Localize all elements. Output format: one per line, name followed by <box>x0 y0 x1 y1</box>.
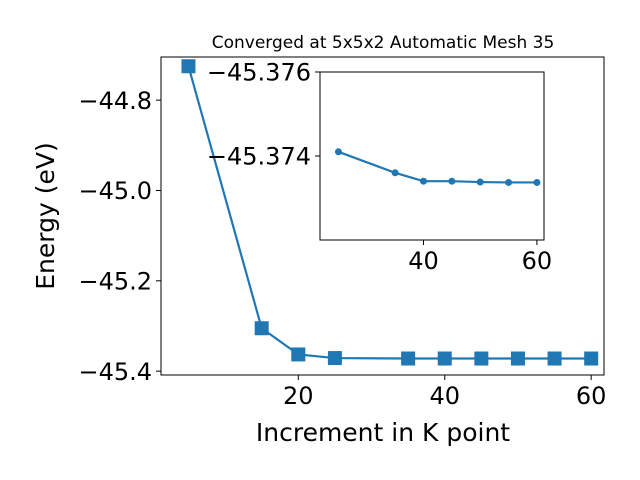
inset-data-point <box>476 178 484 186</box>
main-data-point <box>327 351 342 366</box>
main-data-point <box>291 347 306 362</box>
main-x-tick-label: 60 <box>576 382 607 410</box>
inset-data-point <box>505 178 513 186</box>
inset-data-point <box>334 148 342 156</box>
inset-data-point <box>448 177 456 185</box>
inset-plot-frame <box>319 71 545 241</box>
main-y-tick-label: −44.8 <box>78 87 152 115</box>
main-data-point <box>584 351 599 366</box>
inset-y-tick-label: −45.376 <box>207 59 311 87</box>
inset-plot-area <box>334 148 541 186</box>
main-data-point <box>510 351 525 366</box>
inset-x-tick-label: 60 <box>522 247 553 275</box>
main-series-line <box>187 65 592 360</box>
inset-axis-ticks: 40 60 −45.376 −45.374 <box>207 59 552 275</box>
y-axis-label: Energy (eV) <box>31 142 60 289</box>
main-y-tick-label: −45.0 <box>78 177 152 205</box>
main-data-point <box>181 59 196 74</box>
inset-data-point <box>419 177 427 185</box>
chart-title: Converged at 5x5x2 Automatic Mesh 35 <box>212 33 555 53</box>
inset-x-tick-label: 40 <box>408 247 439 275</box>
main-data-point <box>401 351 416 366</box>
main-y-tick-label: −45.4 <box>78 358 152 386</box>
main-plot-frame <box>160 56 605 376</box>
main-x-tick-label: 20 <box>283 382 314 410</box>
main-data-point <box>254 321 269 336</box>
main-plot-area <box>181 59 599 366</box>
x-axis-label: Increment in K point <box>256 418 510 447</box>
main-data-point <box>437 351 452 366</box>
inset-data-point <box>533 178 541 186</box>
inset-data-point <box>391 169 399 177</box>
main-data-point <box>547 351 562 366</box>
inset-y-tick-label: −45.374 <box>207 143 311 171</box>
main-y-tick-label: −45.2 <box>78 267 152 295</box>
main-data-point <box>474 351 489 366</box>
inset-background <box>320 72 544 240</box>
main-x-tick-label: 40 <box>429 382 460 410</box>
main-axis-ticks: 20 40 60 −44.8 −45.0 −45.2 −45.4 <box>78 87 606 410</box>
